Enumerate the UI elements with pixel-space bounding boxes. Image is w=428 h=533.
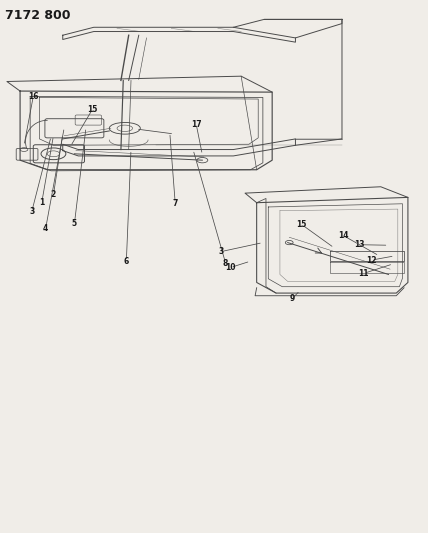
Text: 3: 3 xyxy=(218,247,223,256)
Text: 4: 4 xyxy=(43,224,48,233)
Text: 9: 9 xyxy=(290,294,295,303)
Text: 5: 5 xyxy=(72,220,77,229)
Text: 11: 11 xyxy=(359,269,369,278)
Text: 7172 800: 7172 800 xyxy=(5,9,71,22)
Text: 15: 15 xyxy=(87,105,98,114)
Text: 6: 6 xyxy=(124,257,129,265)
Text: 1: 1 xyxy=(39,198,45,207)
Text: 16: 16 xyxy=(28,92,39,101)
Text: 14: 14 xyxy=(338,231,349,240)
Text: 12: 12 xyxy=(366,256,377,264)
Text: 17: 17 xyxy=(191,119,202,128)
Text: 13: 13 xyxy=(354,240,364,249)
Text: 3: 3 xyxy=(29,207,34,216)
Text: 7: 7 xyxy=(172,199,178,208)
Text: 2: 2 xyxy=(51,190,56,199)
Text: 8: 8 xyxy=(223,259,228,268)
Text: 10: 10 xyxy=(225,263,235,272)
Text: 15: 15 xyxy=(297,220,307,229)
